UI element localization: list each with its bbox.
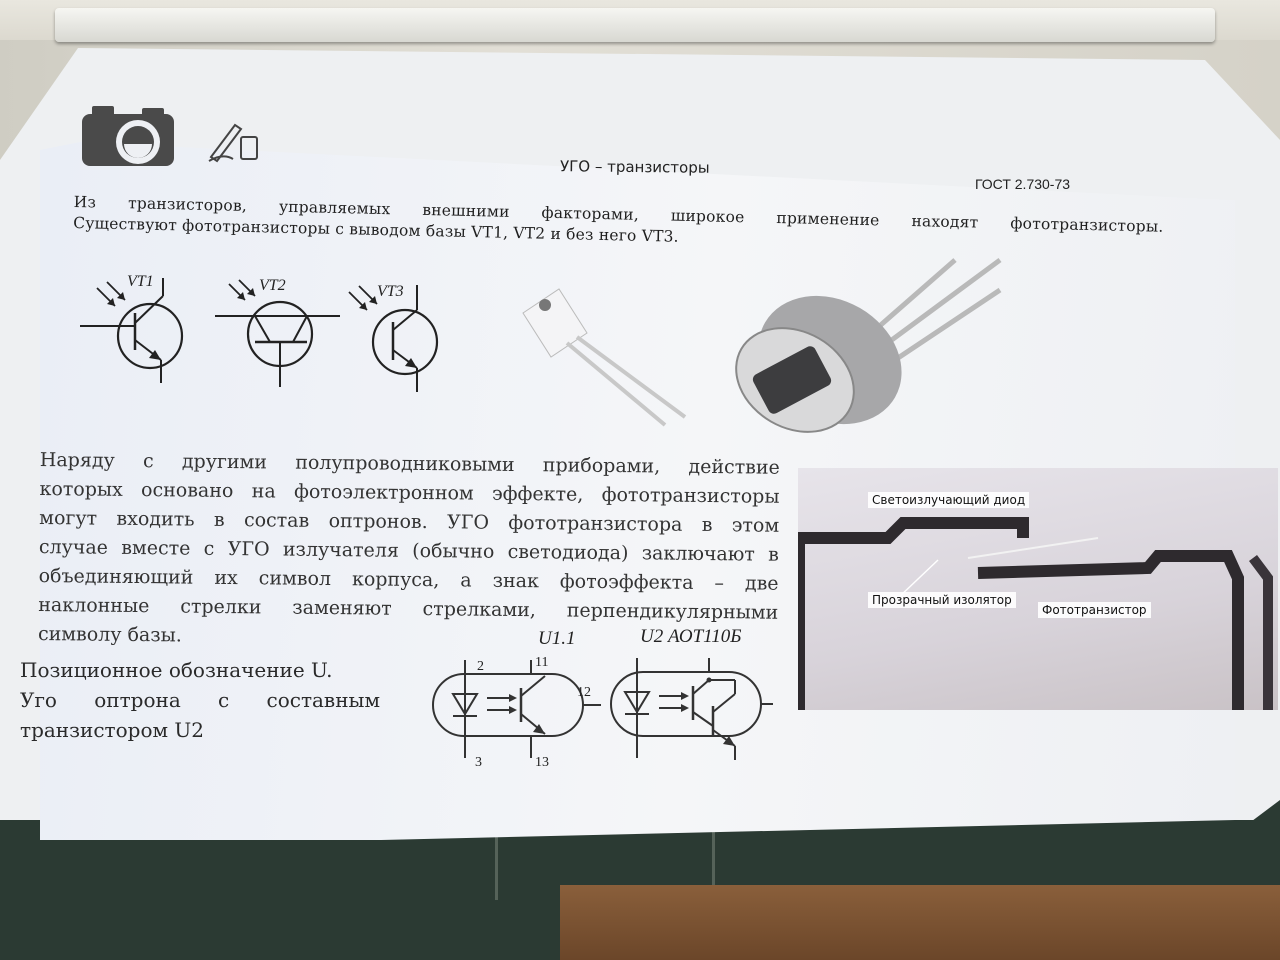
chalkboard-divider — [712, 820, 715, 900]
optocoupler-2-symbol — [610, 658, 773, 760]
pin-2: 2 — [477, 659, 484, 674]
note-line: транзистором U2 — [20, 718, 205, 742]
slide-title: УГО – транзисторы — [559, 157, 710, 177]
vt3-label: VT3 — [377, 283, 404, 300]
vt2-symbol: VT2 — [215, 277, 340, 387]
led-label: Светоизлучающий диод — [868, 492, 1030, 508]
phototransistor-label: Фототранзистор — [1038, 602, 1151, 618]
projector-screen-housing — [55, 8, 1215, 42]
optocoupler-2-label: U2 АОТ110Б — [640, 626, 742, 647]
optocoupler-photo: Светоизлучающий диод Прозрачный изолятор… — [798, 468, 1278, 710]
pin-3: 3 — [475, 755, 482, 770]
pen-tablet-icon[interactable] — [205, 115, 265, 165]
vt1-label: VT1 — [127, 273, 154, 290]
vt1-symbol: VT1 — [80, 273, 184, 383]
optocoupler-cross-section — [798, 517, 1273, 710]
pin-13: 13 — [535, 755, 549, 770]
note-paragraph: Позиционное обозначение U. Уго оптрона с… — [20, 655, 380, 745]
vt3-symbol: VT3 — [348, 283, 439, 392]
note-line: Уго оптрона с составным — [20, 688, 380, 712]
phototransistor-photo-small — [522, 288, 687, 427]
pin-12: 12 — [577, 685, 591, 700]
desk — [560, 885, 1280, 960]
vt2-label: VT2 — [259, 277, 286, 294]
optocoupler-1-symbol: 2 11 12 3 13 — [432, 655, 601, 770]
pin-11: 11 — [535, 655, 548, 670]
optocoupler-1-label: U1.1 — [538, 628, 576, 649]
gost-standard: ГОСТ 2.730-73 — [975, 176, 1071, 192]
insulator-label: Прозрачный изолятор — [868, 592, 1016, 608]
camera-icon[interactable] — [80, 100, 180, 170]
chalkboard-divider — [495, 820, 498, 900]
note-line: Позиционное обозначение U. — [20, 658, 333, 682]
phototransistor-photo-metal — [735, 257, 1002, 433]
